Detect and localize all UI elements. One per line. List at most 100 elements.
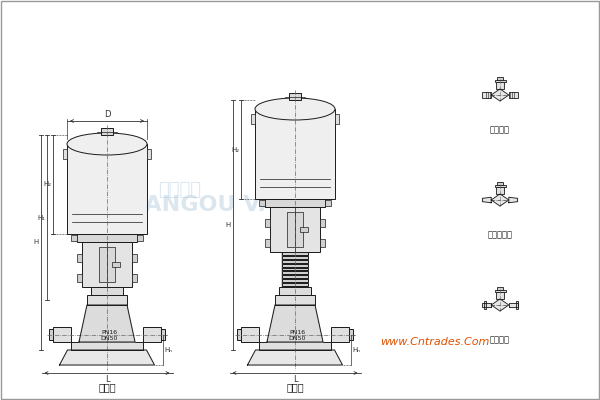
- Bar: [255, 109, 335, 199]
- Polygon shape: [482, 197, 491, 203]
- Bar: [259, 200, 265, 206]
- Bar: [259, 342, 331, 350]
- Text: Hₙ: Hₙ: [164, 347, 173, 353]
- Polygon shape: [509, 303, 518, 307]
- Bar: [82, 242, 132, 287]
- Text: H₂: H₂: [231, 146, 239, 152]
- Bar: [484, 301, 487, 309]
- Text: PN16: PN16: [289, 330, 305, 334]
- Bar: [132, 254, 137, 262]
- Bar: [53, 327, 71, 342]
- Bar: [71, 235, 77, 241]
- Bar: [99, 247, 115, 282]
- Polygon shape: [248, 350, 343, 365]
- Bar: [265, 239, 270, 247]
- Text: L: L: [293, 375, 298, 384]
- Bar: [335, 114, 339, 124]
- Bar: [282, 252, 308, 287]
- Bar: [241, 327, 259, 342]
- Text: 常温型: 常温型: [98, 382, 116, 392]
- Bar: [494, 185, 505, 187]
- Bar: [77, 254, 82, 262]
- Bar: [161, 329, 165, 340]
- Bar: [509, 92, 518, 98]
- Bar: [282, 256, 308, 259]
- Bar: [349, 329, 353, 340]
- Text: 上欧液阀: 上欧液阀: [158, 181, 202, 199]
- Bar: [71, 342, 143, 350]
- Bar: [331, 327, 349, 342]
- Bar: [289, 93, 301, 100]
- Bar: [494, 80, 505, 82]
- Bar: [320, 239, 325, 247]
- Text: H₁: H₁: [37, 214, 45, 220]
- Bar: [147, 149, 151, 159]
- Polygon shape: [482, 303, 491, 307]
- Polygon shape: [491, 89, 509, 101]
- Polygon shape: [59, 350, 155, 365]
- Bar: [132, 274, 137, 282]
- Bar: [325, 200, 331, 206]
- Text: 对焊连接: 对焊连接: [490, 335, 510, 344]
- Bar: [482, 92, 491, 98]
- Bar: [494, 290, 505, 292]
- Ellipse shape: [255, 98, 335, 120]
- Bar: [237, 329, 241, 340]
- Bar: [496, 292, 504, 299]
- Polygon shape: [509, 197, 518, 203]
- Bar: [77, 234, 137, 242]
- Bar: [282, 272, 308, 274]
- Bar: [63, 149, 67, 159]
- Text: 承插焊连接: 承插焊连接: [487, 230, 512, 239]
- Bar: [497, 77, 503, 80]
- Text: H₂: H₂: [43, 182, 51, 188]
- Bar: [49, 329, 53, 340]
- Text: 高温型: 高温型: [286, 382, 304, 392]
- Text: H: H: [226, 222, 231, 228]
- Bar: [282, 283, 308, 286]
- Bar: [320, 219, 325, 227]
- Text: D: D: [104, 110, 110, 119]
- Bar: [265, 199, 325, 207]
- Ellipse shape: [67, 133, 147, 155]
- Text: www.Cntrades.Com: www.Cntrades.Com: [380, 337, 490, 347]
- Bar: [287, 212, 303, 247]
- Polygon shape: [79, 305, 135, 342]
- Bar: [282, 252, 308, 255]
- Bar: [67, 144, 147, 234]
- Bar: [282, 279, 308, 282]
- Bar: [496, 187, 504, 194]
- Text: H: H: [34, 240, 39, 246]
- Bar: [497, 182, 503, 185]
- Bar: [496, 82, 504, 89]
- Text: DN50: DN50: [100, 336, 118, 340]
- Bar: [515, 301, 518, 309]
- Bar: [270, 207, 320, 252]
- Polygon shape: [267, 305, 323, 342]
- Bar: [87, 295, 127, 305]
- Bar: [101, 128, 113, 135]
- Text: PN16: PN16: [101, 330, 117, 334]
- Polygon shape: [491, 194, 509, 206]
- Bar: [279, 287, 311, 295]
- Polygon shape: [491, 299, 509, 311]
- Bar: [77, 274, 82, 282]
- Bar: [251, 114, 255, 124]
- Bar: [282, 264, 308, 266]
- Bar: [91, 287, 123, 295]
- Text: L: L: [104, 375, 109, 384]
- Bar: [282, 268, 308, 270]
- Bar: [265, 219, 270, 227]
- Bar: [300, 227, 308, 232]
- Text: 输纹连接: 输纹连接: [490, 125, 510, 134]
- Text: SHANGOU VALVE: SHANGOU VALVE: [110, 195, 320, 215]
- Bar: [143, 327, 161, 342]
- Text: Hₙ: Hₙ: [353, 347, 361, 353]
- Bar: [282, 260, 308, 263]
- Bar: [282, 275, 308, 278]
- Bar: [497, 287, 503, 290]
- Text: DN50: DN50: [289, 336, 305, 340]
- Bar: [275, 295, 315, 305]
- Bar: [112, 262, 120, 267]
- Bar: [137, 235, 143, 241]
